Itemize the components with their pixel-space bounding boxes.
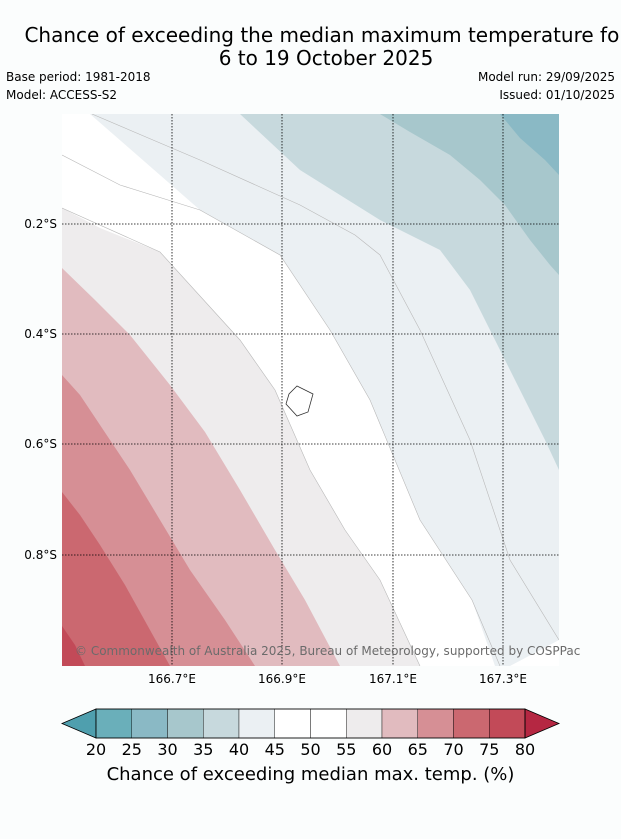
contour-line-55 — [62, 207, 421, 666]
contour-layer — [62, 114, 559, 666]
colorbar-tick-label: 60 — [372, 740, 392, 759]
colorbar-tick-label: 40 — [229, 740, 249, 759]
colorbar-tick-label: 25 — [122, 740, 142, 759]
graticule — [62, 114, 559, 666]
meta-right: Model run: 29/09/2025 Issued: 01/10/2025 — [478, 68, 615, 104]
lat-label: 0.2°S — [24, 217, 57, 231]
lat-label: 0.4°S — [24, 327, 57, 341]
colorbar-cell — [203, 708, 240, 739]
colorbar-cells — [95, 708, 526, 739]
island-outline — [285, 385, 314, 417]
contour-line-45 — [62, 154, 501, 666]
colorbar-ticks: 20 25 30 35 40 45 50 55 60 65 70 75 80 — [86, 740, 535, 759]
title-line-2: 6 to 19 October 2025 — [218, 46, 434, 70]
colorbar-cell — [131, 708, 168, 739]
contour-band-70-75 — [62, 492, 170, 666]
colorbar-cell — [489, 708, 526, 739]
colorbar-title: Chance of exceeding median max. temp. (%… — [106, 764, 515, 785]
lon-labels: 166.7°E 166.9°E 167.1°E 167.3°E — [148, 672, 527, 686]
colorbar-cell — [274, 708, 311, 739]
colorbar-tick-label: 65 — [408, 740, 428, 759]
model-name: Model: ACCESS-S2 — [6, 88, 118, 102]
colorbar-cell — [453, 708, 490, 739]
lat-label: 0.6°S — [24, 437, 57, 451]
colorbar-cell — [417, 708, 454, 739]
colorbar-tick-label: 50 — [300, 740, 320, 759]
lat-label: 0.8°S — [24, 548, 57, 562]
colorbar-tick-label: 20 — [86, 740, 106, 759]
model-run: Model run: 29/09/2025 — [477, 70, 615, 84]
colorbar-over-arrow — [524, 708, 561, 739]
colorbar-cell — [310, 708, 347, 739]
contour-band-30-35 — [380, 114, 559, 275]
colorbar-cell — [95, 708, 132, 739]
colorbar: 20 25 30 35 40 45 50 55 60 65 70 75 80 — [60, 708, 561, 759]
base-period: Base period: 1981-2018 — [6, 70, 151, 84]
lon-label: 167.3°E — [479, 672, 527, 686]
lat-labels: 0.2°S 0.4°S 0.6°S 0.8°S — [24, 217, 57, 562]
colorbar-tick-label: 80 — [515, 740, 535, 759]
colorbar-tick-label: 75 — [479, 740, 499, 759]
colorbar-tick-label: 30 — [157, 740, 177, 759]
colorbar-cell — [381, 708, 418, 739]
meta-left: Base period: 1981-2018 Model: ACCESS-S2 — [6, 68, 151, 104]
colorbar-cell — [346, 708, 383, 739]
contour-band-25-30 — [500, 114, 559, 175]
contour-line-50 — [91, 114, 559, 641]
colorbar-under-arrow — [60, 708, 97, 739]
lon-label: 166.7°E — [148, 672, 196, 686]
colorbar-tick-label: 45 — [265, 740, 285, 759]
lon-label: 167.1°E — [369, 672, 417, 686]
lon-label: 166.9°E — [258, 672, 306, 686]
issued-date: Issued: 01/10/2025 — [499, 88, 615, 102]
contour-band-75-80 — [62, 626, 85, 666]
map-panel: © Commonwealth of Australia 2025, Bureau… — [62, 114, 580, 666]
map-title: Chance of exceeding the median maximum t… — [0, 24, 621, 70]
colorbar-tick-label: 35 — [193, 740, 213, 759]
colorbar-cell — [238, 708, 275, 739]
copyright-notice: © Commonwealth of Australia 2025, Bureau… — [75, 644, 580, 658]
contour-lines — [62, 114, 559, 666]
colorbar-frame — [95, 708, 526, 739]
colorbar-tick-label: 55 — [336, 740, 356, 759]
colorbar-cell — [167, 708, 204, 739]
title-line-1: Chance of exceeding the median maximum t… — [24, 23, 621, 47]
contour-band-35-40 — [240, 114, 559, 470]
colorbar-tick-label: 70 — [443, 740, 463, 759]
